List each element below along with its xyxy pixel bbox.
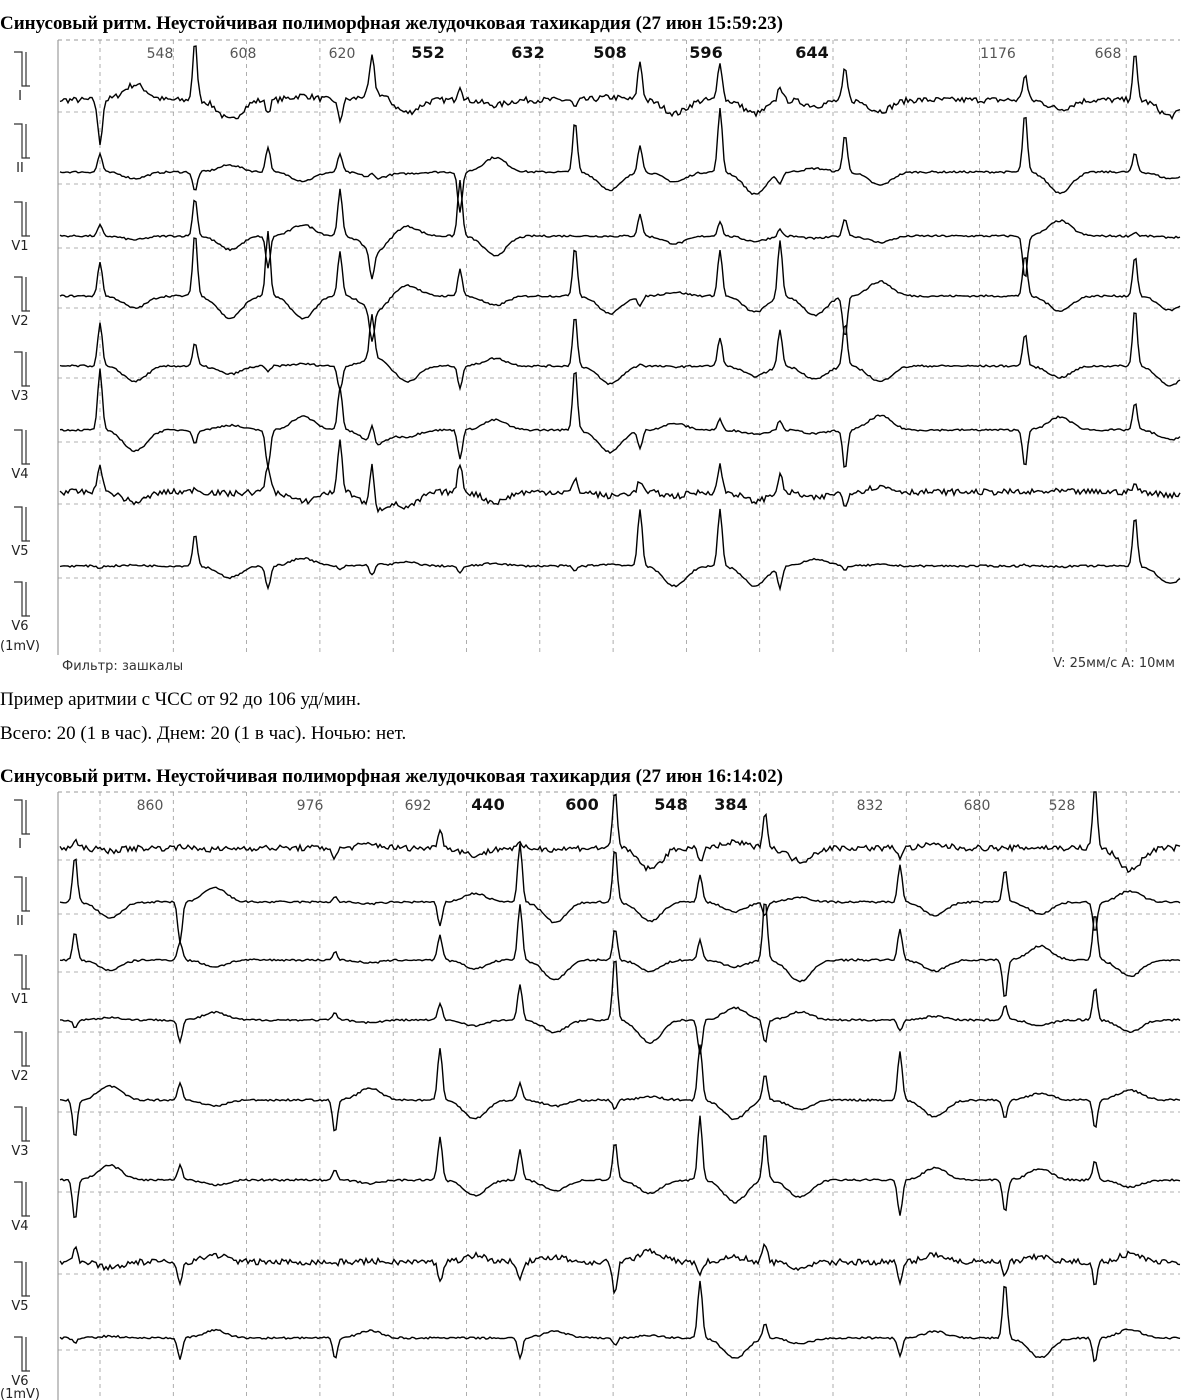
rr-interval: 600 [565,795,598,814]
rr-interval: 620 [329,46,356,62]
ecg-trace [59,1115,1181,1219]
calibration-mark [14,581,30,617]
ecg-trace [59,1280,1181,1363]
calibration-mark [14,123,30,159]
lead-label: V4 [11,1219,28,1234]
ecg-trace [59,108,1181,213]
lead-label: V1 [11,239,28,254]
ecg-trace [59,1044,1181,1137]
calibration-mark [14,1106,30,1142]
calibration-mark [14,1261,30,1297]
ecg-trace [59,45,1181,146]
calibration-mark [14,799,30,835]
calibration-mark [14,51,30,87]
ecg-trace [59,368,1181,468]
panel-title: Синусовый ритм. Неустойчивая полиморфная… [0,766,783,787]
ecg-trace [59,791,1181,874]
ecg-trace [59,1242,1181,1295]
ecg-trace [59,231,1181,342]
calibration-mark [14,506,30,542]
lead-label: V3 [11,389,28,404]
rr-interval: 528 [1049,798,1076,814]
lead-label: V2 [11,314,28,329]
rr-interval: 976 [297,798,324,814]
ecg-trace [59,312,1181,393]
rr-interval: 608 [230,46,257,62]
rr-interval: 1176 [980,46,1016,62]
lead-label: I [18,89,22,104]
calibration-mark [14,351,30,387]
rr-interval: 680 [964,798,991,814]
calibration-mark [14,429,30,465]
rr-interval: 832 [857,798,884,814]
rr-interval: 508 [593,43,626,62]
ecg-trace [59,843,1181,944]
calibration-label: (1mV) [0,639,40,654]
calibration-mark [14,876,30,912]
rr-interval: 632 [511,43,544,62]
ecg-trace [59,508,1181,592]
rr-interval: 596 [689,43,722,62]
rr-interval: 384 [714,795,747,814]
calibration-label: (1mV) [0,1387,40,1400]
rr-interval: 552 [411,43,444,62]
caption-line: Пример аритмии с ЧСС от 92 до 106 уд/мин… [0,689,361,710]
calibration-mark [14,954,30,990]
ecg-trace [60,960,1181,1055]
lead-label: V3 [11,1144,28,1159]
filter-label: Фильтр: зашкалы [62,659,183,674]
calibration-mark [14,1336,30,1372]
ecg-trace [59,180,1181,280]
ecg-trace [59,439,1181,514]
scale-label: V: 25мм/с А: 10мм [1053,656,1175,671]
calibration-mark [14,1181,30,1217]
calibration-mark [14,201,30,237]
lead-label: II [16,914,24,929]
caption-line: Всего: 20 (1 в час). Днем: 20 (1 в час).… [0,723,406,744]
rr-interval: 548 [147,46,174,62]
rr-interval: 860 [137,798,164,814]
lead-label: V6 [11,619,28,634]
lead-label: II [16,161,24,176]
rr-interval: 440 [471,795,504,814]
lead-label: V2 [11,1069,28,1084]
lead-label: V5 [11,1299,28,1314]
lead-label: V4 [11,467,28,482]
lead-label: V6 [11,1374,28,1389]
lead-label: V5 [11,544,28,559]
ecg-trace [59,903,1181,998]
lead-label: V1 [11,992,28,1007]
lead-label: I [18,837,22,852]
calibration-mark [14,276,30,312]
rr-interval: 644 [795,43,828,62]
rr-interval: 692 [405,798,432,814]
rr-interval: 548 [654,795,687,814]
calibration-mark [14,1031,30,1067]
panel-title: Синусовый ритм. Неустойчивая полиморфная… [0,13,783,34]
rr-interval: 668 [1095,46,1122,62]
